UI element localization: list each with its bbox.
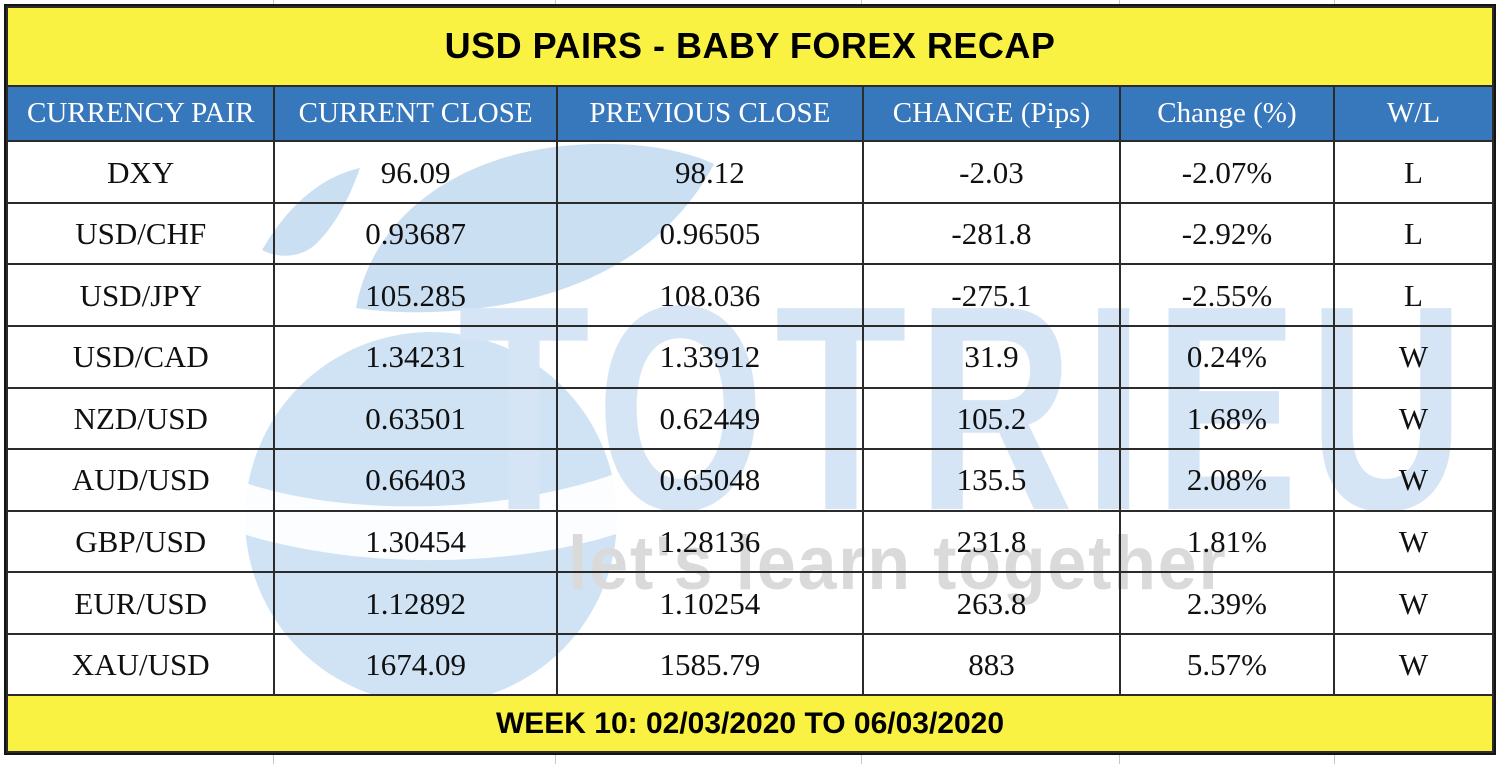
cell-currency-pair: USD/CHF: [5, 201, 276, 266]
cell-win-loss: W: [1332, 324, 1495, 389]
cell-previous-close: 1.10254: [555, 571, 864, 635]
cell-currency-pair: EUR/USD: [5, 571, 276, 635]
cell-current-close: 0.66403: [273, 448, 558, 512]
grid-line: [555, 0, 556, 4]
grid-line: [861, 755, 862, 764]
cell-currency-pair: DXY: [5, 140, 276, 204]
cell-change-pct: 1.68%: [1118, 386, 1335, 451]
cell-previous-close: 0.96505: [555, 201, 864, 266]
cell-change-pct: 2.08%: [1118, 448, 1335, 512]
table-footer-row: WEEK 10: 02/03/2020 TO 06/03/2020: [6, 694, 1494, 753]
cell-current-close: 0.63501: [273, 386, 558, 451]
column-header-currency-pair: CURRENCY PAIR: [5, 84, 276, 143]
grid-line: [1334, 755, 1335, 764]
cell-current-close: 1.12892: [273, 571, 558, 635]
cell-current-close: 105.285: [273, 263, 558, 327]
cell-change-pips: 231.8: [861, 509, 1121, 574]
cell-current-close: 1.30454: [273, 509, 558, 574]
cell-change-pips: -281.8: [861, 201, 1121, 266]
cell-change-pct: -2.92%: [1118, 201, 1335, 266]
cell-current-close: 1674.09: [273, 632, 558, 697]
cell-current-close: 96.09: [273, 140, 558, 204]
forex-recap-table-container: TOTRIEU let's learn together USD PAIRS -…: [4, 4, 1496, 755]
cell-win-loss: L: [1332, 263, 1495, 327]
table-row: DXY 96.09 98.12 -2.03 -2.07% L: [5, 140, 1495, 204]
grid-line: [861, 0, 862, 4]
cell-change-pct: -2.07%: [1118, 140, 1335, 204]
column-header-current-close: CURRENT CLOSE: [273, 84, 558, 143]
table-row: USD/CHF 0.93687 0.96505 -281.8 -2.92% L: [5, 201, 1495, 266]
cell-change-pips: 883: [861, 632, 1121, 697]
column-header-change-pct: Change (%): [1118, 84, 1335, 143]
cell-currency-pair: XAU/USD: [5, 632, 276, 697]
cell-change-pct: 5.57%: [1118, 632, 1335, 697]
grid-line: [273, 0, 274, 4]
cell-change-pct: -2.55%: [1118, 263, 1335, 327]
cell-change-pct: 2.39%: [1118, 571, 1335, 635]
cell-change-pips: 135.5: [861, 448, 1121, 512]
usd-pairs-recap-table: USD PAIRS - BABY FOREX RECAP CURRENCY PA…: [5, 6, 1495, 753]
cell-previous-close: 98.12: [555, 140, 864, 204]
cell-currency-pair: AUD/USD: [5, 448, 276, 512]
cell-win-loss: W: [1332, 571, 1495, 635]
cell-change-pips: 105.2: [861, 386, 1121, 451]
cell-previous-close: 0.65048: [555, 448, 864, 512]
cell-win-loss: L: [1332, 140, 1495, 204]
cell-win-loss: W: [1332, 448, 1495, 512]
cell-currency-pair: USD/CAD: [5, 324, 276, 389]
cell-currency-pair: GBP/USD: [5, 509, 276, 574]
column-header-previous-close: PREVIOUS CLOSE: [555, 84, 864, 143]
table-row: XAU/USD 1674.09 1585.79 883 5.57% W: [5, 632, 1495, 697]
cell-previous-close: 1585.79: [555, 632, 864, 697]
cell-previous-close: 108.036: [555, 263, 864, 327]
cell-change-pct: 0.24%: [1118, 324, 1335, 389]
grid-strip-bottom: [0, 755, 1500, 764]
table-title-row: USD PAIRS - BABY FOREX RECAP: [6, 6, 1494, 87]
cell-previous-close: 0.62449: [555, 386, 864, 451]
cell-change-pips: 263.8: [861, 571, 1121, 635]
cell-currency-pair: NZD/USD: [5, 386, 276, 451]
cell-win-loss: W: [1332, 386, 1495, 451]
table-footer-week-label: WEEK 10: 02/03/2020 TO 06/03/2020: [6, 694, 1494, 753]
table-row: NZD/USD 0.63501 0.62449 105.2 1.68% W: [5, 386, 1495, 451]
table-row: GBP/USD 1.30454 1.28136 231.8 1.81% W: [5, 509, 1495, 574]
column-header-win-loss: W/L: [1332, 84, 1495, 143]
cell-win-loss: W: [1332, 632, 1495, 697]
table-row: AUD/USD 0.66403 0.65048 135.5 2.08% W: [5, 448, 1495, 512]
grid-strip-top: [0, 0, 1500, 4]
cell-win-loss: W: [1332, 509, 1495, 574]
grid-line: [1334, 0, 1335, 4]
cell-win-loss: L: [1332, 201, 1495, 266]
table-row: USD/JPY 105.285 108.036 -275.1 -2.55% L: [5, 263, 1495, 327]
column-header-change-pips: CHANGE (Pips): [861, 84, 1121, 143]
cell-previous-close: 1.28136: [555, 509, 864, 574]
table-header-row: CURRENCY PAIR CURRENT CLOSE PREVIOUS CLO…: [5, 84, 1495, 143]
cell-change-pct: 1.81%: [1118, 509, 1335, 574]
cell-previous-close: 1.33912: [555, 324, 864, 389]
cell-change-pips: -275.1: [861, 263, 1121, 327]
cell-change-pips: 31.9: [861, 324, 1121, 389]
table-row: USD/CAD 1.34231 1.33912 31.9 0.24% W: [5, 324, 1495, 389]
cell-current-close: 1.34231: [273, 324, 558, 389]
grid-line: [1119, 755, 1120, 764]
grid-line: [1119, 0, 1120, 4]
cell-currency-pair: USD/JPY: [5, 263, 276, 327]
cell-change-pips: -2.03: [861, 140, 1121, 204]
grid-line: [273, 755, 274, 764]
grid-line: [555, 755, 556, 764]
table-row: EUR/USD 1.12892 1.10254 263.8 2.39% W: [5, 571, 1495, 635]
cell-current-close: 0.93687: [273, 201, 558, 266]
table-title: USD PAIRS - BABY FOREX RECAP: [6, 6, 1494, 87]
